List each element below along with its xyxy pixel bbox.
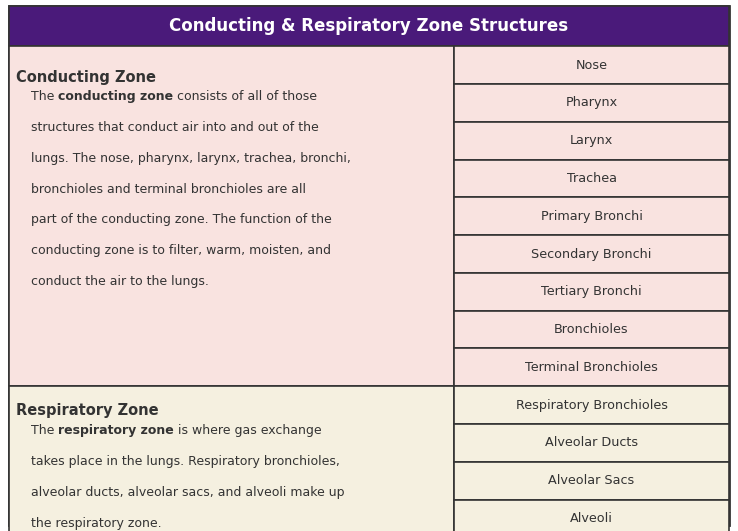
Text: consists of all of those: consists of all of those: [173, 90, 317, 103]
Text: lungs. The nose, pharynx, larynx, trachea, bronchi,: lungs. The nose, pharynx, larynx, trache…: [31, 152, 351, 165]
Bar: [454, 311, 729, 348]
Bar: [454, 235, 729, 273]
Text: part of the conducting zone. The function of the: part of the conducting zone. The functio…: [31, 213, 332, 226]
Text: bronchioles and terminal bronchioles are all: bronchioles and terminal bronchioles are…: [31, 183, 306, 195]
Bar: [9, 6, 729, 46]
Text: Nose: Nose: [576, 58, 607, 72]
Text: structures that conduct air into and out of the: structures that conduct air into and out…: [31, 121, 319, 134]
Bar: [454, 500, 729, 531]
Text: alveolar ducts, alveolar sacs, and alveoli make up: alveolar ducts, alveolar sacs, and alveo…: [31, 486, 345, 499]
Text: conduct the air to the lungs.: conduct the air to the lungs.: [31, 275, 209, 288]
Text: takes place in the lungs. Respiratory bronchioles,: takes place in the lungs. Respiratory br…: [31, 455, 340, 468]
Text: Conducting Zone: Conducting Zone: [16, 70, 156, 85]
Text: The: The: [31, 424, 58, 438]
Text: Alveoli: Alveoli: [570, 512, 613, 525]
Text: Trachea: Trachea: [567, 172, 616, 185]
Text: Alveolar Sacs: Alveolar Sacs: [548, 474, 635, 487]
Text: Terminal Bronchioles: Terminal Bronchioles: [525, 361, 658, 374]
Bar: [454, 462, 729, 500]
Text: Secondary Bronchi: Secondary Bronchi: [531, 247, 652, 261]
Text: The: The: [31, 90, 58, 103]
Text: Pharynx: Pharynx: [565, 96, 618, 109]
Text: Bronchioles: Bronchioles: [554, 323, 629, 336]
Text: conducting zone is to filter, warm, moisten, and: conducting zone is to filter, warm, mois…: [31, 244, 331, 257]
Bar: [454, 348, 729, 386]
Text: Conducting & Respiratory Zone Structures: Conducting & Respiratory Zone Structures: [170, 18, 568, 35]
Bar: [454, 273, 729, 311]
Text: the respiratory zone.: the respiratory zone.: [31, 517, 162, 530]
Text: is where gas exchange: is where gas exchange: [174, 424, 322, 438]
Text: Alveolar Ducts: Alveolar Ducts: [545, 436, 638, 449]
Bar: [454, 386, 729, 424]
Text: respiratory zone: respiratory zone: [58, 424, 174, 438]
Text: conducting zone: conducting zone: [58, 90, 173, 103]
Text: Tertiary Bronchi: Tertiary Bronchi: [541, 285, 642, 298]
Text: Respiratory Bronchioles: Respiratory Bronchioles: [516, 399, 667, 412]
Bar: [454, 122, 729, 159]
Bar: [9, 386, 454, 531]
Bar: [9, 46, 454, 386]
Text: Larynx: Larynx: [570, 134, 613, 147]
Bar: [454, 159, 729, 198]
Text: Primary Bronchi: Primary Bronchi: [540, 210, 643, 222]
Bar: [454, 46, 729, 84]
Bar: [454, 424, 729, 462]
Bar: [454, 84, 729, 122]
Text: Respiratory Zone: Respiratory Zone: [16, 403, 159, 418]
Bar: [454, 198, 729, 235]
